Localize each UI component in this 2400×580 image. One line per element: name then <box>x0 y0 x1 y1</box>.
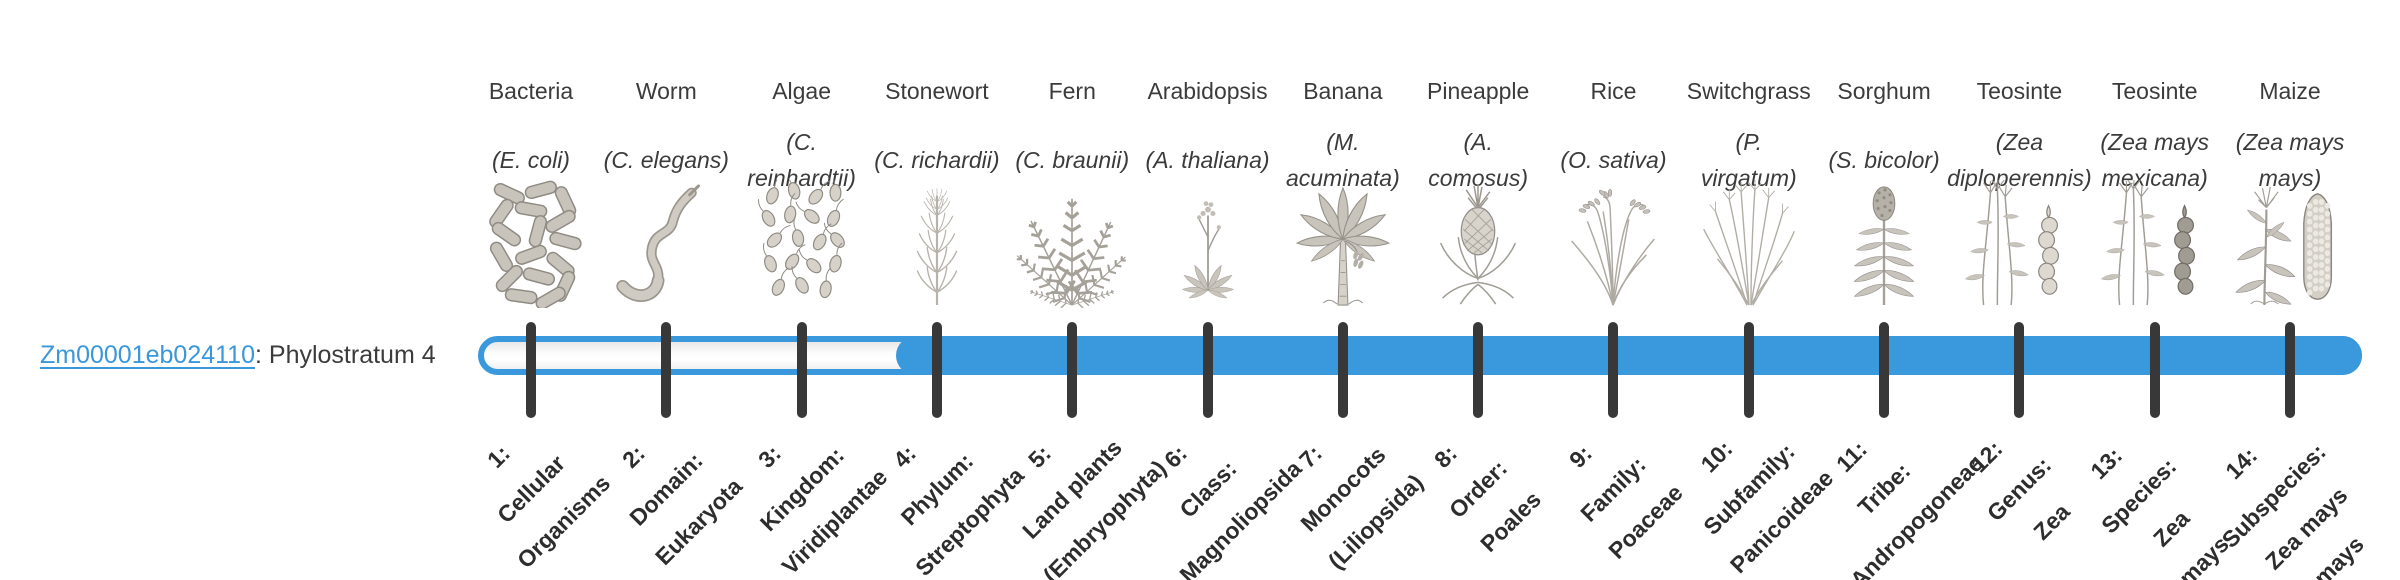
species-common-name: Switchgrass <box>1686 78 1811 104</box>
species-scientific-name: (Zea mays mays) <box>2235 129 2345 191</box>
species-scientific-name: (M. acuminata) <box>1285 129 1400 191</box>
gene-id-link[interactable]: Zm00001eb024110 <box>40 341 255 369</box>
species-common-name: Rice <box>1590 78 1637 104</box>
stratum-tick <box>2149 322 2160 418</box>
species-scientific-name: (C. richardii) <box>874 147 1000 173</box>
species-scientific-name: (A. thaliana) <box>1145 147 1270 173</box>
species-common-name: Fern <box>1048 78 1096 104</box>
stratum-tick <box>2014 322 2025 418</box>
species-common-name: Worm <box>635 78 697 104</box>
stratum-tick <box>661 322 672 418</box>
species-scientific-name: (C. braunii) <box>1015 147 1130 173</box>
species-scientific-name: (C. elegans) <box>603 147 729 173</box>
stratum-tick <box>1067 322 1078 418</box>
gene-label: Zm00001eb024110: Phylostratum 4 <box>40 340 436 370</box>
species-common-name: Maize <box>2259 78 2321 104</box>
stratum-tick <box>1879 322 1890 418</box>
species-scientific-name: (Zea diploperennis) <box>1947 129 2092 191</box>
species-common-name: Arabidopsis <box>1147 78 1268 104</box>
species-scientific-name: (S. bicolor) <box>1828 147 1940 173</box>
species-common-name: Banana <box>1303 78 1383 104</box>
species-scientific-name: (P. virgatum) <box>1700 129 1797 191</box>
species-common-name: Teosinte <box>2111 78 2198 104</box>
stratum-tick <box>1608 322 1619 418</box>
stratum-tick <box>931 322 942 418</box>
species-common-name: Teosinte <box>1976 78 2063 104</box>
species-scientific-name: (O. sativa) <box>1560 147 1667 173</box>
stratum-tick <box>1202 322 1213 418</box>
stratum-tick <box>1743 322 1754 418</box>
maize-icon <box>2226 180 2354 308</box>
species-common-name: Pineapple <box>1427 78 1530 104</box>
species-common-name: Algae <box>772 78 832 104</box>
stratum-tick <box>1473 322 1484 418</box>
species-common-name: Stonewort <box>885 78 989 104</box>
stratum-tick <box>2285 322 2296 418</box>
phylostrata-fill <box>896 336 2362 375</box>
gene-phylostratum-text: : Phylostratum 4 <box>255 341 436 369</box>
stratum-tick <box>526 322 536 418</box>
stratum-tick <box>1337 322 1348 418</box>
species-common-name: Sorghum <box>1837 78 1931 104</box>
species-common-name: Bacteria <box>488 78 574 104</box>
species-scientific-name: (E. coli) <box>492 147 570 173</box>
stratum-tick <box>796 322 807 418</box>
species-scientific-name: (Zea mays mexicana) <box>2100 129 2210 191</box>
